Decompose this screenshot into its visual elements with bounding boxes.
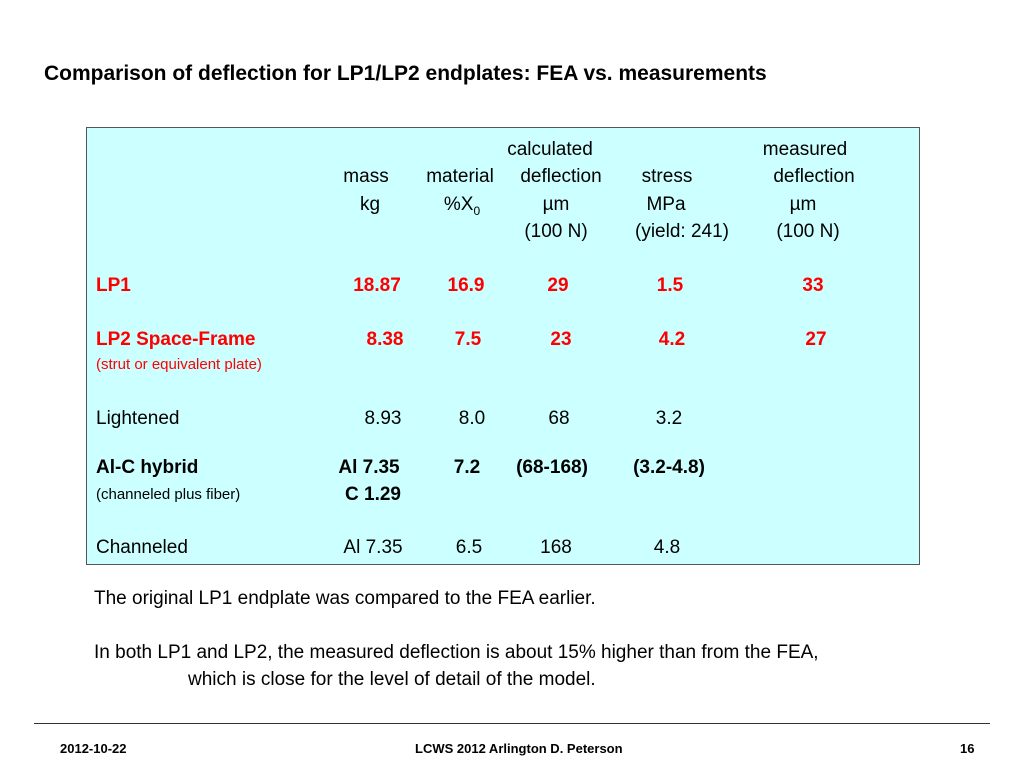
page-number: 16 <box>960 741 975 756</box>
row-hybrid-mass-al: Al 7.35 <box>338 457 400 478</box>
row-channeled-calc-deflection: 168 <box>540 537 572 558</box>
header-mass-unit: kg <box>359 194 381 215</box>
body-line-1: The original LP1 endplate was compared t… <box>94 588 596 609</box>
header-stress: stress <box>641 166 693 187</box>
row-lp1-calc-deflection: 29 <box>547 275 569 296</box>
row-lp2-calc-deflection: 23 <box>550 329 572 350</box>
comparison-table <box>86 127 920 565</box>
slide-title: Comparison of deflection for LP1/LP2 end… <box>44 62 767 85</box>
row-channeled-material: 6.5 <box>455 537 483 558</box>
header-stress-unit: MPa <box>646 194 686 215</box>
header-material-unit: %X0 <box>443 194 481 218</box>
row-lightened-mass: 8.93 <box>364 408 402 429</box>
header-meas-deflection: deflection <box>773 166 855 187</box>
row-lp2-material: 7.5 <box>454 329 482 350</box>
body-line-3: which is close for the level of detail o… <box>188 669 596 690</box>
row-hybrid-note: (channeled plus fiber) <box>96 486 241 503</box>
header-meas-unit: µm <box>789 194 817 215</box>
header-stress-yield: (yield: 241) <box>635 221 729 242</box>
header-calc-deflection: deflection <box>520 166 602 187</box>
header-measured: measured <box>762 139 848 160</box>
footer-center: LCWS 2012 Arlington D. Peterson <box>415 741 623 756</box>
row-channeled-stress: 4.8 <box>653 537 681 558</box>
row-lightened-calc-deflection: 68 <box>548 408 570 429</box>
row-hybrid-stress: (3.2-4.8) <box>633 457 705 478</box>
row-lp1-stress: 1.5 <box>656 275 684 296</box>
row-hybrid-label: Al-C hybrid <box>96 457 199 478</box>
footer-divider <box>34 723 990 724</box>
row-lp1-mass: 18.87 <box>353 275 401 296</box>
header-material: material <box>426 166 494 187</box>
header-meas-load: (100 N) <box>776 221 840 242</box>
row-lp1-meas-deflection: 33 <box>802 275 824 296</box>
row-lp2-label: LP2 Space-Frame <box>96 329 256 350</box>
row-channeled-label: Channeled <box>96 537 188 558</box>
body-line-2: In both LP1 and LP2, the measured deflec… <box>94 642 819 663</box>
header-mass: mass <box>343 166 389 187</box>
header-calc-unit: µm <box>542 194 570 215</box>
row-lp1-material: 16.9 <box>447 275 485 296</box>
row-lp2-mass: 8.38 <box>366 329 404 350</box>
row-hybrid-calc-deflection: (68-168) <box>516 457 588 478</box>
row-hybrid-mass-c: C 1.29 <box>345 484 401 505</box>
row-lp1-label: LP1 <box>96 275 131 296</box>
footer-date: 2012-10-22 <box>60 741 127 756</box>
row-lp2-note: (strut or equivalent plate) <box>96 356 262 373</box>
row-lightened-material: 8.0 <box>458 408 486 429</box>
row-lightened-stress: 3.2 <box>655 408 683 429</box>
row-lightened-label: Lightened <box>96 408 180 429</box>
header-calculated: calculated <box>507 139 593 160</box>
row-lp2-meas-deflection: 27 <box>805 329 827 350</box>
header-calc-load: (100 N) <box>524 221 588 242</box>
row-channeled-mass: Al 7.35 <box>343 537 403 558</box>
row-lp2-stress: 4.2 <box>658 329 686 350</box>
row-hybrid-material: 7.2 <box>453 457 481 478</box>
